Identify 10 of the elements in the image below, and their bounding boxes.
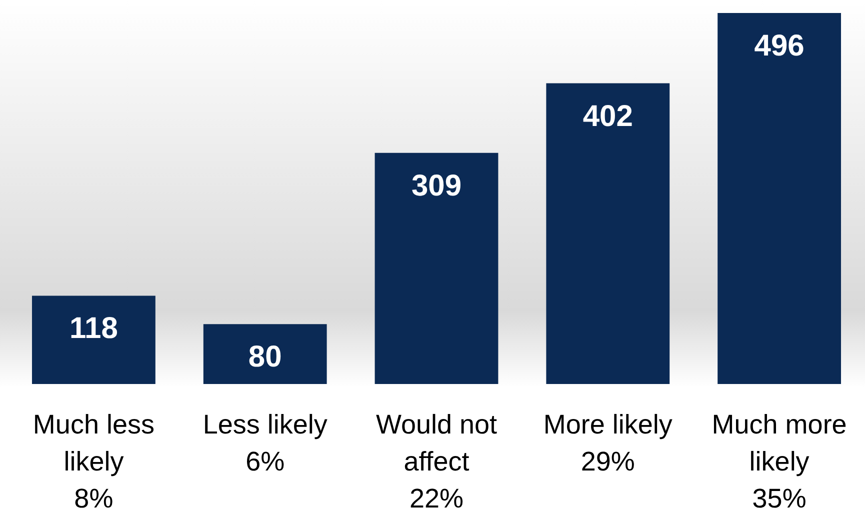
x-tick-label: Much more likely 35%	[712, 410, 847, 514]
x-tick-label: Less likely 6%	[202, 410, 328, 476]
x-tick-label: Would not affect 22%	[376, 410, 498, 514]
data-label: 402	[582, 100, 633, 133]
x-tick-label: More likely 29%	[543, 410, 673, 476]
x-tick-label: Much less likely 8%	[32, 410, 154, 514]
data-label: 118	[69, 312, 118, 346]
data-label: 80	[248, 340, 282, 374]
data-label: 496	[754, 29, 804, 62]
data-label: 309	[411, 169, 462, 202]
